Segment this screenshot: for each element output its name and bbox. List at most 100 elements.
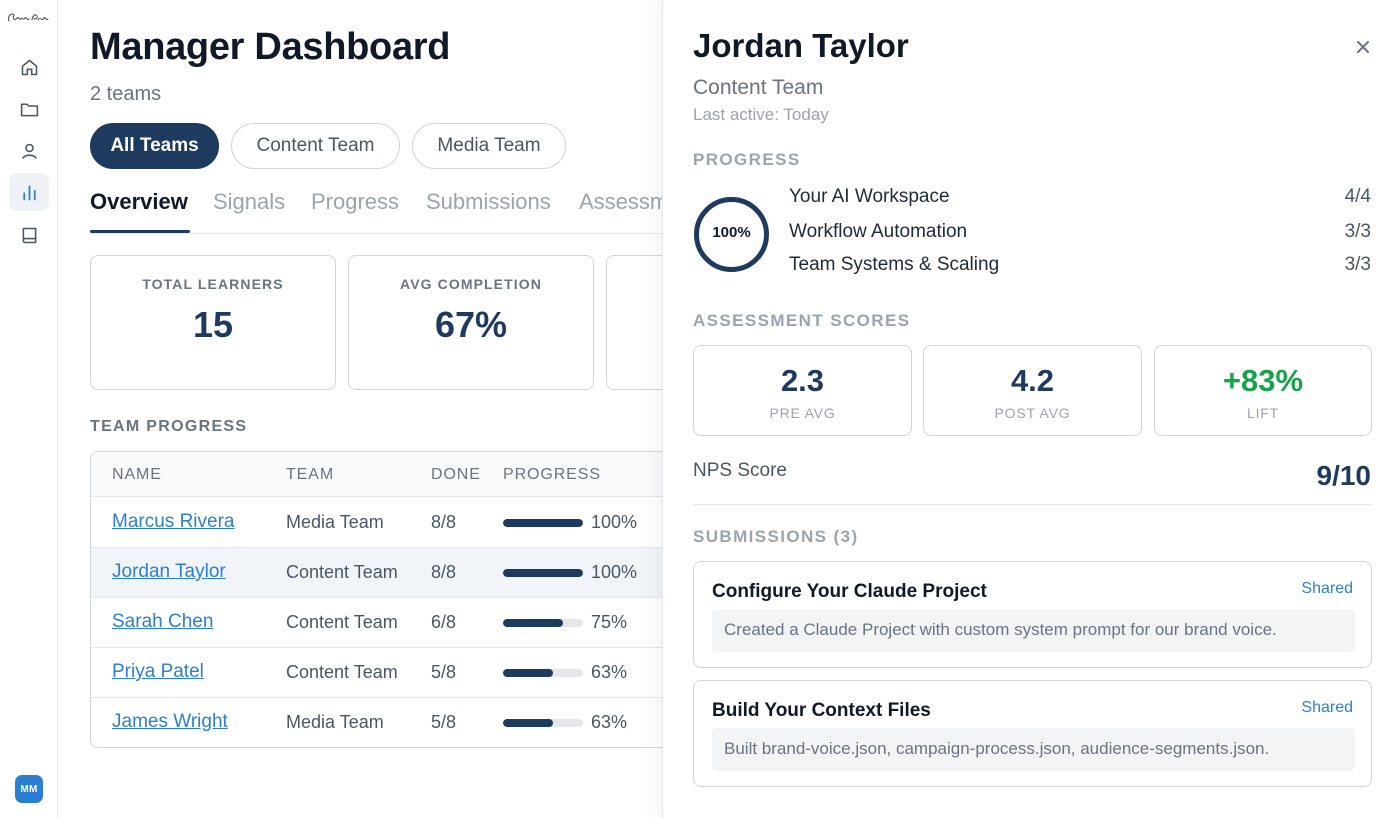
table-row[interactable]: Priya Patel Content Team 5/8 63% [91,648,663,698]
done-cell: 8/8 [431,562,457,582]
nps-label: NPS Score [693,460,787,481]
table-row[interactable]: Jordan Taylor Content Team 8/8 100% [91,548,663,598]
filter-media-team[interactable]: Media Team [412,123,566,169]
nav-analytics[interactable] [9,173,49,211]
book-icon [22,227,36,243]
submission-status: Shared [1301,580,1353,597]
divider [693,504,1372,505]
nps-value: 9/10 [1316,460,1372,491]
home-icon [21,59,37,75]
score-value: 4.2 [1010,363,1055,398]
progress-percent: 63% [591,662,628,682]
close-icon[interactable] [1351,35,1375,59]
score-label: POST AVG [994,405,1071,421]
progress-heading: PROGRESS [693,150,801,169]
submission-title: Build Your Context Files [712,700,931,721]
learner-name-link[interactable]: Jordan Taylor [112,561,226,582]
module-name: Your AI Workspace [789,186,950,207]
submission-description: Built brand-voice.json, campaign-process… [712,728,1355,771]
score-card-pre: 2.3 PRE AVG [693,345,912,436]
submission-status: Shared [1301,699,1353,716]
progress-percent: 100% [591,562,638,582]
nav-book[interactable] [9,216,49,254]
score-label: PRE AVG [769,405,836,421]
progress-percent: 75% [591,612,628,632]
progress-percent: 100% [712,224,751,241]
submission-title: Configure Your Claude Project [712,581,987,602]
tab-assessments[interactable]: Assessments [579,189,663,214]
column-header-progress[interactable]: PROGRESS [503,466,601,483]
submission-description: Created a Claude Project with custom sys… [712,609,1355,652]
module-score: 4/4 [1344,186,1371,207]
page-title: Manager Dashboard [90,26,451,68]
submission-card[interactable]: Configure Your Claude Project Shared Cre… [693,561,1372,668]
stat-value: 67% [434,304,508,345]
team-cell: Content Team [286,612,398,632]
submission-card[interactable]: Build Your Context Files Shared Built br… [693,680,1372,787]
nav-home[interactable] [9,48,49,86]
user-avatar[interactable]: MM [15,775,43,803]
tab-bar: Overview Signals Progress Submissions As… [90,185,663,234]
table-row[interactable]: James Wright Media Team 5/8 63% [91,698,663,747]
column-header-name[interactable]: NAME [112,466,162,483]
last-active: Last active: Today [693,105,829,124]
learner-name-link[interactable]: James Wright [112,711,228,732]
tab-overview[interactable]: Overview [90,189,188,214]
progress-bar-fill [503,519,583,527]
stat-label: AVG COMPLETION [400,276,542,292]
stat-card-avg-completion: AVG COMPLETION 67% [348,255,594,390]
score-value: 2.3 [780,363,825,398]
team-cell: Content Team [286,662,398,682]
learner-name-link[interactable]: Sarah Chen [112,611,214,632]
progress-percent: 63% [591,712,628,732]
team-progress-heading: TEAM PROGRESS [90,418,248,435]
learner-name-link[interactable]: Priya Patel [112,661,204,682]
nav-user[interactable] [9,132,49,170]
done-cell: 5/8 [431,662,457,682]
score-card-lift: +83% LIFT [1154,345,1372,436]
team-progress-table: NAME TEAM DONE PROGRESS Marcus Rivera Med… [90,451,663,748]
score-value: +83% [1222,363,1304,398]
table-row[interactable]: Sarah Chen Content Team 6/8 75% [91,598,663,648]
tab-progress[interactable]: Progress [311,189,400,214]
tab-submissions[interactable]: Submissions [426,189,551,214]
done-cell: 5/8 [431,712,457,732]
module-score: 3/3 [1344,254,1371,275]
sidebar: MM [0,0,58,818]
done-cell: 6/8 [431,612,457,632]
folder-icon [20,102,38,116]
submissions-heading: SUBMISSIONS (3) [693,527,859,546]
learner-detail-panel: Jordan Taylor Content Team Last active: … [662,0,1400,818]
stat-value: 15 [192,304,234,345]
done-cell: 8/8 [431,512,457,532]
team-cell: Content Team [286,562,398,582]
tab-signals[interactable]: Signals [213,189,286,214]
bar-chart-icon [22,185,36,200]
progress-bar-fill [503,669,554,677]
progress-bar [503,519,583,527]
assessment-scores-heading: ASSESSMENT SCORES [693,311,911,330]
main-content: Manager Dashboard 2 teams All Teams Cont… [58,0,663,818]
active-tab-indicator [90,230,190,233]
table-header: NAME TEAM DONE PROGRESS [91,452,663,497]
brand-logo [8,13,49,22]
filter-all-teams[interactable]: All Teams [90,123,219,169]
table-row[interactable]: Marcus Rivera Media Team 8/8 100% [91,498,663,548]
progress-bar [503,619,583,627]
team-count: 2 teams [90,83,162,105]
stat-label: TOTAL LEARNERS [142,276,284,292]
progress-bar-fill [503,619,563,627]
stat-card-partial [606,255,663,390]
filter-content-team[interactable]: Content Team [231,123,400,169]
column-header-done[interactable]: DONE [431,466,481,483]
progress-bar [503,569,583,577]
column-header-team[interactable]: TEAM [286,466,335,483]
team-cell: Media Team [286,712,384,732]
nav-folder[interactable] [9,90,49,128]
progress-bar [503,669,583,677]
progress-bar-fill [503,719,554,727]
progress-bar [503,719,583,727]
score-label: LIFT [1247,405,1279,421]
learner-name-link[interactable]: Marcus Rivera [112,511,235,532]
module-name: Team Systems & Scaling [789,254,1000,275]
